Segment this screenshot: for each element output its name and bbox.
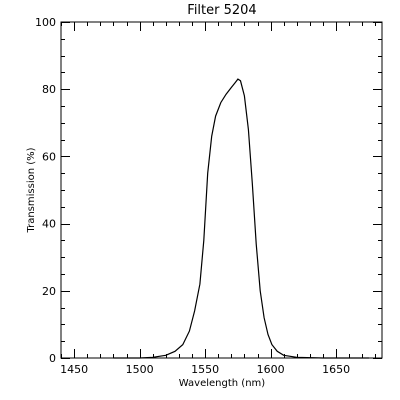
x-tick-label: 1500 — [126, 363, 154, 376]
x-tick-label: 1650 — [322, 363, 350, 376]
x-axis-title: Wavelength (nm) — [179, 378, 265, 389]
x-tick-label: 1600 — [257, 363, 285, 376]
x-tick-label: 1450 — [60, 363, 88, 376]
transmission-curve — [113, 78, 369, 359]
y-tick-label: 40 — [42, 218, 56, 231]
y-tick-label: 80 — [42, 83, 56, 96]
plot-frame — [60, 21, 383, 359]
y-tick-label: 20 — [42, 285, 56, 298]
y-tick-label: 0 — [49, 352, 56, 365]
y-tick-label: 100 — [35, 16, 56, 29]
y-axis-title: Transmission (%) — [26, 147, 37, 233]
chart-title: Filter 5204 — [187, 3, 256, 18]
x-tick-label: 1550 — [191, 363, 219, 376]
y-tick-label: 60 — [42, 150, 56, 163]
